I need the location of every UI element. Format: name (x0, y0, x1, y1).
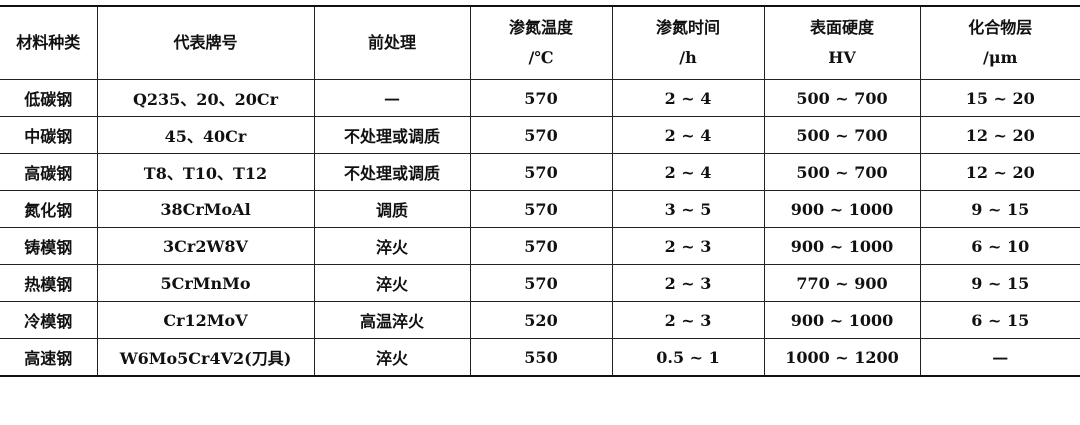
table-cell: 不处理或调质 (313, 153, 471, 191)
nitriding-table: 材料种类 代表牌号 前处理 渗氮温度 /℃ 渗氮时间/h 表面硬度 HV 化合物层/μm 低碳钢… (0, 5, 1080, 377)
table-cell: 45、40Cr (96, 116, 315, 154)
table-cell: 900 ~ 1000 (763, 301, 921, 339)
table-cell: 淬火 (313, 264, 471, 302)
table-cell: 900 ~ 1000 (763, 190, 921, 228)
table-row: 高碳钢 T8、T10、T12 不处理或调质 570 2 ~ 4 500 ~ 700 12 ~… (0, 153, 1080, 191)
table-cell: 1000 ~ 1200 (763, 338, 921, 377)
header-line1: 前处理 (367, 33, 416, 52)
table-cell: 570 (469, 116, 613, 154)
table-row: 中碳钢 45、40Cr 不处理或调质 570 2 ~ 4 500 ~ 700 12 ~ 20 (0, 116, 1080, 154)
table-cell: 0.5 ~ 1 (611, 338, 765, 377)
table-cell: 6 ~ 10 (919, 227, 1080, 265)
table-cell: 调质 (313, 190, 471, 228)
table-cell: 3Cr2W8V (96, 227, 315, 265)
table-cell: 550 (469, 338, 613, 377)
column-header: 前处理 (313, 5, 471, 80)
table-cell: 500 ~ 700 (763, 79, 921, 117)
table-cell: 2 ~ 3 (611, 227, 765, 265)
table-cell: 2 ~ 3 (611, 301, 765, 339)
table-row: 氮化钢 38CrMoAl 调质 570 3 ~ 5 900 ~ 1000 9 ~ 15 (0, 190, 1080, 228)
table-cell: 冷模钢 (0, 301, 98, 339)
table-row: 铸模钢 3Cr2W8V 淬火 570 2 ~ 3 900 ~ 1000 6 ~ 10 (0, 227, 1080, 265)
header-unit: /μm (983, 48, 1018, 67)
table-cell: 2 ~ 3 (611, 264, 765, 302)
table-cell: 900 ~ 1000 (763, 227, 921, 265)
table-cell: 770 ~ 900 (763, 264, 921, 302)
header-line1: 渗氮温度 (508, 18, 573, 37)
table-cell: 570 (469, 79, 613, 117)
table-cell: 570 (469, 190, 613, 228)
table-cell: 12 ~ 20 (919, 116, 1080, 154)
table-cell: 中碳钢 (0, 116, 98, 154)
table-cell: — (919, 338, 1080, 377)
table-cell: 热模钢 (0, 264, 98, 302)
table-cell: 500 ~ 700 (763, 116, 921, 154)
column-header: 材料种类 (0, 5, 98, 80)
column-header: 代表牌号 (96, 5, 315, 80)
table-cell: 570 (469, 264, 613, 302)
table-cell: W6Mo5Cr4V2(刀具) (96, 338, 315, 377)
header-line1: 材料种类 (16, 33, 81, 52)
table-row: 热模钢 5CrMnMo 淬火 570 2 ~ 3 770 ~ 900 9 ~ 15 (0, 264, 1080, 302)
table-cell: 淬火 (313, 227, 471, 265)
column-header: 渗氮温度 /℃ (469, 5, 613, 80)
table-cell: 3 ~ 5 (611, 190, 765, 228)
table-cell: 高碳钢 (0, 153, 98, 191)
table-cell: 不处理或调质 (313, 116, 471, 154)
table-cell: 高速钢 (0, 338, 98, 377)
table-cell: 6 ~ 15 (919, 301, 1080, 339)
header-unit: /h (679, 48, 697, 67)
header-unit: HV (828, 48, 856, 67)
header-row: 材料种类 代表牌号 前处理 渗氮温度 /℃ 渗氮时间/h 表面硬度 HV 化合物层/μm (0, 5, 1080, 80)
table-cell: Cr12MoV (96, 301, 315, 339)
table-cell: Q235、20、20Cr (96, 79, 315, 117)
table-row: 高速钢 W6Mo5Cr4V2(刀具) 淬火 550 0.5 ~ 1 1000 ~ 1200… (0, 338, 1080, 377)
table-cell: 低碳钢 (0, 79, 98, 117)
table-cell: 高温淬火 (313, 301, 471, 339)
column-header: 渗氮时间/h (611, 5, 765, 80)
table-row: 低碳钢 Q235、20、20Cr —570 2 ~ 4 500 ~ 700 15 ~ 20 (0, 79, 1080, 117)
table-cell: 570 (469, 227, 613, 265)
table-cell: 500 ~ 700 (763, 153, 921, 191)
table-cell: 2 ~ 4 (611, 153, 765, 191)
table-cell: 5CrMnMo (96, 264, 315, 302)
header-unit: /℃ (528, 48, 554, 67)
table-cell: 38CrMoAl (96, 190, 315, 228)
table-cell: 9 ~ 15 (919, 264, 1080, 302)
table-cell: T8、T10、T12 (96, 153, 315, 191)
table-cell: 12 ~ 20 (919, 153, 1080, 191)
table-row: 冷模钢 Cr12MoV 高温淬火 520 2 ~ 3 900 ~ 1000 6 ~ 15 (0, 301, 1080, 339)
table-cell: 520 (469, 301, 613, 339)
table-cell: — (313, 79, 471, 117)
header-line1: 表面硬度 (809, 18, 874, 37)
header-line1: 化合物层 (968, 18, 1033, 37)
table-cell: 铸模钢 (0, 227, 98, 265)
table-cell: 氮化钢 (0, 190, 98, 228)
column-header: 化合物层/μm (919, 5, 1080, 80)
header-line1: 渗氮时间 (655, 18, 720, 37)
table-cell: 2 ~ 4 (611, 116, 765, 154)
table-cell: 15 ~ 20 (919, 79, 1080, 117)
column-header: 表面硬度 HV (763, 5, 921, 80)
header-line1: 代表牌号 (173, 33, 238, 52)
table-cell: 570 (469, 153, 613, 191)
table-cell: 2 ~ 4 (611, 79, 765, 117)
table-cell: 9 ~ 15 (919, 190, 1080, 228)
table-cell: 淬火 (313, 338, 471, 377)
